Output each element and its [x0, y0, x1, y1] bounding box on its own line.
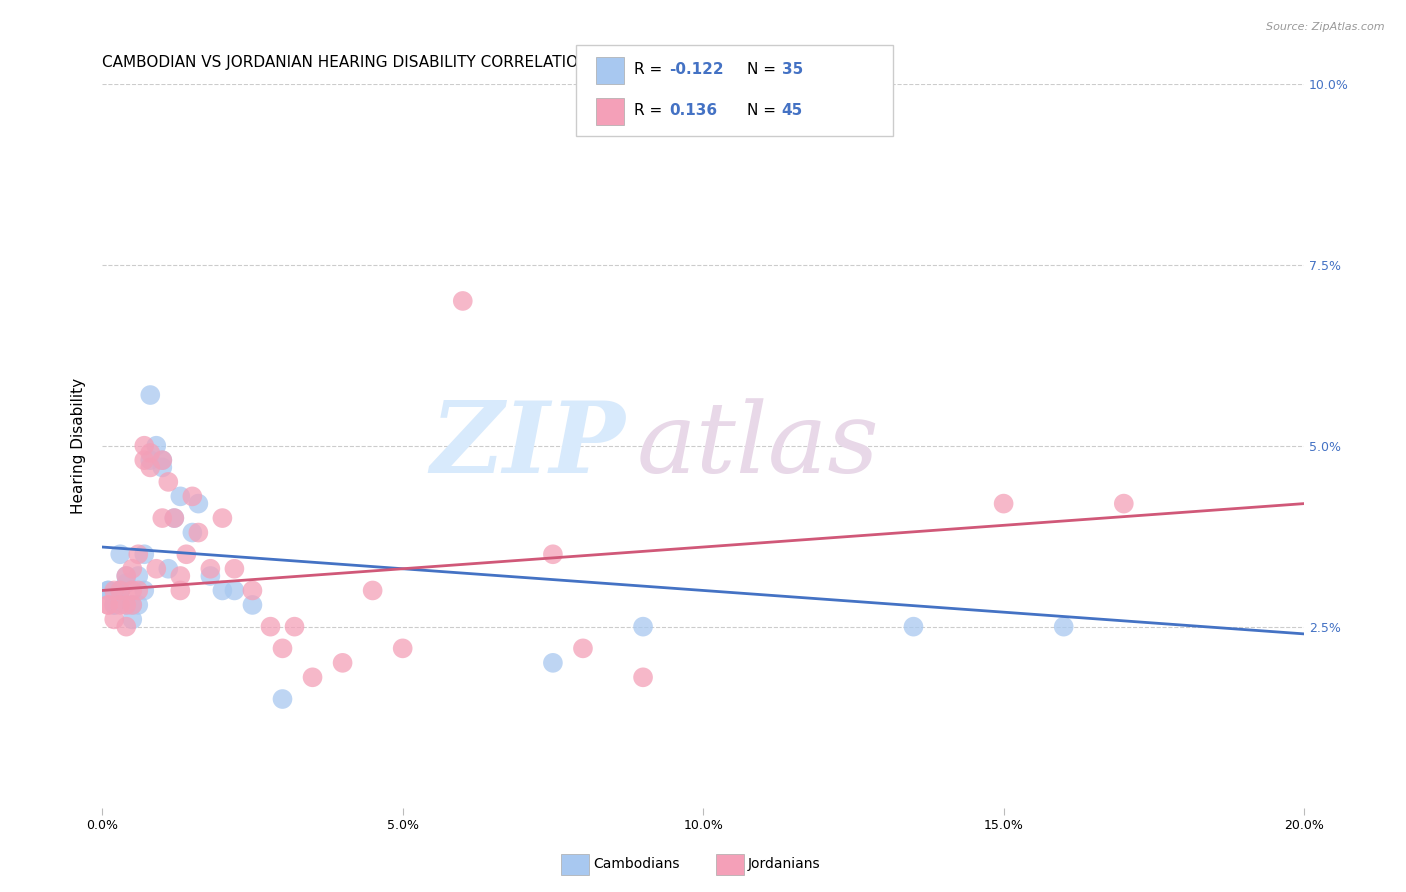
- Point: [115, 569, 138, 583]
- Point: [271, 692, 294, 706]
- Point: [157, 562, 180, 576]
- Text: 0.136: 0.136: [669, 103, 717, 119]
- Text: R =: R =: [634, 103, 668, 119]
- Point: [121, 598, 143, 612]
- Point: [200, 562, 222, 576]
- Point: [115, 598, 138, 612]
- Text: N =: N =: [747, 103, 780, 119]
- Point: [993, 497, 1015, 511]
- Point: [127, 569, 149, 583]
- Point: [224, 583, 246, 598]
- Point: [631, 620, 654, 634]
- Point: [1112, 497, 1135, 511]
- Point: [541, 547, 564, 561]
- Point: [134, 439, 156, 453]
- Point: [150, 453, 173, 467]
- Point: [121, 562, 143, 576]
- Text: -0.122: -0.122: [669, 62, 724, 78]
- Point: [110, 583, 132, 598]
- Point: [361, 583, 384, 598]
- Text: R =: R =: [634, 62, 668, 78]
- Text: atlas: atlas: [637, 398, 880, 493]
- Point: [97, 598, 120, 612]
- Point: [211, 583, 233, 598]
- Text: 35: 35: [782, 62, 803, 78]
- Point: [139, 460, 162, 475]
- Point: [97, 583, 120, 598]
- Point: [103, 598, 125, 612]
- Point: [283, 620, 305, 634]
- Point: [110, 547, 132, 561]
- Point: [150, 511, 173, 525]
- Point: [271, 641, 294, 656]
- Point: [200, 569, 222, 583]
- Point: [127, 598, 149, 612]
- Point: [103, 612, 125, 626]
- Point: [631, 670, 654, 684]
- Point: [145, 439, 167, 453]
- Text: Cambodians: Cambodians: [593, 857, 681, 871]
- Point: [121, 612, 143, 626]
- Point: [121, 598, 143, 612]
- Point: [139, 388, 162, 402]
- Point: [150, 453, 173, 467]
- Point: [115, 620, 138, 634]
- Point: [157, 475, 180, 489]
- Point: [259, 620, 281, 634]
- Point: [115, 598, 138, 612]
- Point: [103, 598, 125, 612]
- Point: [187, 497, 209, 511]
- Point: [139, 446, 162, 460]
- Point: [242, 598, 264, 612]
- Point: [134, 583, 156, 598]
- Point: [169, 489, 191, 503]
- Text: Jordanians: Jordanians: [748, 857, 821, 871]
- Text: CAMBODIAN VS JORDANIAN HEARING DISABILITY CORRELATION CHART: CAMBODIAN VS JORDANIAN HEARING DISABILIT…: [103, 55, 645, 70]
- Point: [163, 511, 186, 525]
- Point: [187, 525, 209, 540]
- Point: [163, 511, 186, 525]
- Point: [391, 641, 413, 656]
- Point: [110, 583, 132, 598]
- Point: [150, 460, 173, 475]
- Text: Source: ZipAtlas.com: Source: ZipAtlas.com: [1267, 22, 1385, 32]
- Text: N =: N =: [747, 62, 780, 78]
- Point: [181, 489, 204, 503]
- Point: [169, 583, 191, 598]
- Point: [181, 525, 204, 540]
- Text: 45: 45: [782, 103, 803, 119]
- Point: [1053, 620, 1076, 634]
- Point: [169, 569, 191, 583]
- Point: [211, 511, 233, 525]
- Point: [103, 583, 125, 598]
- Point: [110, 598, 132, 612]
- Point: [127, 583, 149, 598]
- Text: ZIP: ZIP: [430, 398, 626, 494]
- Point: [572, 641, 595, 656]
- Point: [242, 583, 264, 598]
- Point: [301, 670, 323, 684]
- Point: [332, 656, 354, 670]
- Y-axis label: Hearing Disability: Hearing Disability: [72, 377, 86, 514]
- Point: [115, 576, 138, 591]
- Point: [134, 453, 156, 467]
- Point: [139, 453, 162, 467]
- Point: [127, 547, 149, 561]
- Point: [115, 569, 138, 583]
- Point: [145, 562, 167, 576]
- Point: [451, 293, 474, 308]
- Point: [110, 583, 132, 598]
- Point: [121, 583, 143, 598]
- Point: [176, 547, 198, 561]
- Point: [224, 562, 246, 576]
- Point: [134, 547, 156, 561]
- Point: [541, 656, 564, 670]
- Point: [903, 620, 925, 634]
- Point: [97, 583, 120, 598]
- Point: [97, 598, 120, 612]
